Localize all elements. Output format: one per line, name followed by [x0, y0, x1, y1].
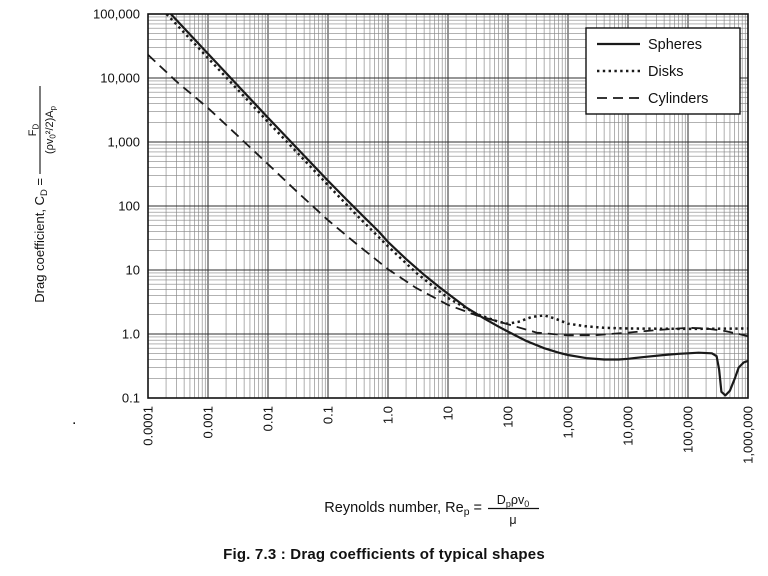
series-group	[148, 14, 748, 397]
x-tick-label: 100	[501, 406, 516, 428]
legend-label: Cylinders	[648, 91, 708, 107]
svg-text:(ρv0²/2)Ap: (ρv0²/2)Ap	[44, 105, 57, 154]
legend-box	[585, 27, 741, 115]
y-tick-label: 10,000	[100, 71, 140, 86]
y-tick-label: 100,000	[93, 7, 140, 22]
x-tick-label: 1.0	[381, 406, 396, 424]
figure-caption: Fig. 7.3 : Drag coefficients of typical …	[223, 546, 545, 563]
x-tick-label: 10	[441, 406, 456, 420]
y-tick-label: 1.0	[122, 327, 140, 342]
legend-label: Spheres	[648, 37, 702, 53]
x-tick-label: 1,000	[561, 406, 576, 439]
x-tick-label: 100,000	[681, 406, 696, 453]
series-cylinders	[148, 54, 748, 338]
y-axis-label: Drag coefficient, CD = FD (ρv0²/2)Ap	[27, 86, 57, 303]
y-tick-label: 1,000	[107, 135, 140, 150]
svg-text:FD: FD	[27, 123, 40, 136]
svg-text:Dpρv0: Dpρv0	[497, 493, 529, 509]
x-tick-label: 0.1	[321, 406, 336, 424]
x-axis-label: Reynolds number, Rep = Dpρv0 μ	[324, 493, 539, 527]
stray-mark: .	[72, 411, 76, 428]
y-tick-label: 10	[126, 263, 140, 278]
x-tick-label: 10,000	[621, 406, 636, 446]
x-tick-label: 0.01	[261, 406, 276, 431]
svg-text:Drag coefficient, CD =: Drag coefficient, CD =	[32, 178, 49, 303]
svg-text:μ: μ	[509, 513, 516, 527]
svg-text:Reynolds number, Rep =: Reynolds number, Rep =	[324, 500, 482, 518]
y-tick-labels: 100,000 10,000 1,000 100 10 1.0 0.1	[93, 7, 140, 406]
x-tick-label: 1,000,000	[741, 406, 756, 464]
y-tick-label: 100	[118, 199, 140, 214]
plot-border	[147, 13, 749, 399]
legend: Spheres Disks Cylinders	[585, 27, 741, 115]
x-tick-labels: 0.0001 0.001 0.01 0.1 1.0 10 100 1,000 10,000 100…	[141, 406, 756, 464]
x-tick-label: 0.001	[201, 406, 216, 439]
series-spheres	[169, 14, 748, 397]
legend-label: Disks	[648, 64, 683, 80]
y-tick-label: 0.1	[122, 391, 140, 406]
x-tick-label: 0.0001	[141, 406, 156, 446]
